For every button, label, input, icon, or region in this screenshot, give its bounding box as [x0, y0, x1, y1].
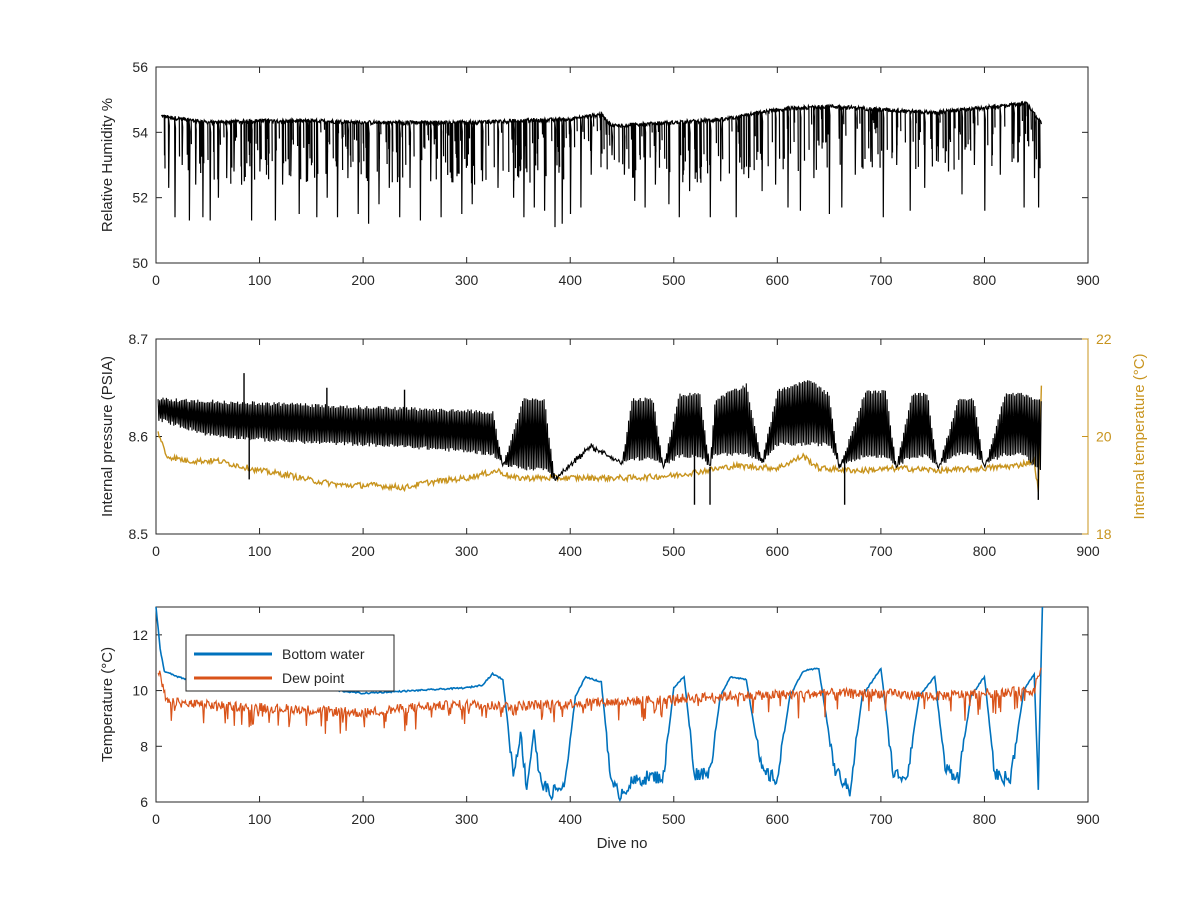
y-tick-label: 8.6 — [129, 429, 149, 445]
x-tick-label: 600 — [766, 811, 790, 827]
y-tick-label: 52 — [132, 190, 148, 206]
x-tick-label: 600 — [766, 543, 790, 559]
x-tick-label: 500 — [662, 543, 686, 559]
x-tick-label: 700 — [869, 272, 893, 288]
x-tick-label: 900 — [1076, 811, 1100, 827]
y2-axis-label: Internal temperature (°C) — [1131, 353, 1148, 519]
legend-box — [185, 634, 395, 692]
x-tick-label: 300 — [455, 811, 479, 827]
humidity-series-line — [160, 100, 1042, 228]
x-tick-label: 200 — [351, 811, 375, 827]
humidity-panel: 0 100 200 300 400 500 600 700 800 900 50 52 54 56 Rela… — [99, 59, 1100, 288]
pressure-panel: 0 100 200 300 400 500 600 700 800 900 8.5 8.6 8.7 Int… — [99, 331, 1148, 559]
x-tick-label: 400 — [559, 811, 583, 827]
y-tick-label: 50 — [132, 255, 148, 271]
x-axis-label: Dive no — [597, 835, 648, 852]
legend-label: Dew point — [282, 670, 344, 686]
y-tick-label: 56 — [132, 59, 148, 75]
y-tick-label: 8.7 — [129, 331, 149, 347]
y-tick-label: 6 — [140, 794, 148, 810]
x-tick-label: 900 — [1076, 543, 1100, 559]
internal-pressure-series-line — [157, 380, 1042, 482]
y-tick-label: 54 — [132, 124, 148, 140]
x-tick-label: 600 — [766, 272, 790, 288]
y2-tick-label: 22 — [1096, 331, 1112, 347]
temperature-panel: 0 100 200 300 400 500 600 700 800 900 6 8 10 12 Temper… — [99, 606, 1100, 852]
y-axis-label: Temperature (°C) — [99, 647, 116, 762]
x-tick-label: 0 — [152, 811, 160, 827]
legend-label: Bottom water — [282, 646, 365, 662]
dew-point-series-line — [157, 667, 1042, 734]
y-tick-label: 8 — [140, 738, 148, 754]
x-tick-label: 700 — [869, 811, 893, 827]
plot-frame — [155, 66, 1089, 264]
internal-temperature-series-line — [157, 385, 1043, 493]
y2-tick-label: 20 — [1096, 429, 1112, 445]
y-tick-label: 12 — [132, 627, 148, 643]
x-tick-label: 500 — [662, 272, 686, 288]
x-tick-label: 100 — [248, 543, 272, 559]
x-tick-label: 400 — [559, 543, 583, 559]
x-tick-label: 500 — [662, 811, 686, 827]
x-tick-label: 700 — [869, 543, 893, 559]
x-tick-label: 800 — [973, 543, 997, 559]
x-tick-label: 300 — [455, 543, 479, 559]
x-tick-label: 100 — [248, 272, 272, 288]
x-tick-label: 200 — [351, 543, 375, 559]
x-tick-label: 0 — [152, 272, 160, 288]
y-axis-label: Internal pressure (PSIA) — [99, 356, 116, 517]
x-tick-label: 900 — [1076, 272, 1100, 288]
y-axis-label: Relative Humidity % — [99, 98, 116, 232]
x-tick-label: 300 — [455, 272, 479, 288]
x-tick-label: 200 — [351, 272, 375, 288]
y2-tick-label: 18 — [1096, 526, 1112, 542]
x-tick-label: 0 — [152, 543, 160, 559]
y-tick-label: 8.5 — [129, 526, 149, 542]
legend: Bottom water Dew point — [185, 634, 395, 692]
x-tick-label: 100 — [248, 811, 272, 827]
plot-frame — [155, 606, 1089, 803]
y-tick-label: 10 — [132, 683, 148, 699]
x-tick-label: 800 — [973, 811, 997, 827]
x-tick-label: 400 — [559, 272, 583, 288]
x-tick-label: 800 — [973, 272, 997, 288]
